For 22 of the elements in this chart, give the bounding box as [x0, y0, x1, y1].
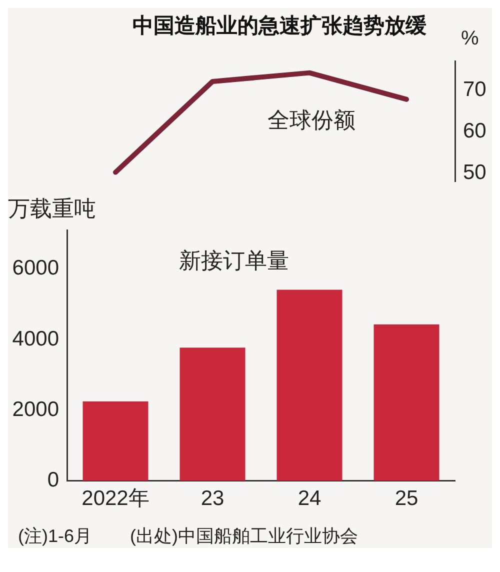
x-tick-label: 24 — [298, 487, 322, 510]
x-tick-label: 2022年 — [82, 487, 150, 510]
y-axis-title: % — [461, 28, 479, 50]
bar — [180, 348, 246, 481]
bar — [82, 401, 148, 481]
x-tick-label: 23 — [200, 487, 224, 510]
text: (出处)中国船舶工业行业协会 — [130, 525, 358, 548]
x-tick-label: 25 — [394, 487, 418, 510]
series-label: 全球份额 — [267, 107, 356, 132]
bar — [276, 290, 342, 481]
y-tick-label: 50 — [463, 160, 486, 184]
bar — [374, 324, 440, 481]
text: 新接订单量 — [178, 248, 289, 274]
y-tick-label: 6000 — [12, 256, 59, 280]
y-tick-label: 4000 — [12, 327, 59, 350]
y-tick-label: 70 — [463, 78, 486, 102]
text: (注)1-6月 — [18, 525, 92, 548]
chart-title: 中国造船业的急速扩张趋势放缓 — [132, 13, 426, 38]
y-tick-label: 0 — [47, 468, 59, 492]
y-tick-label: 2000 — [12, 398, 59, 421]
y-axis-title: 万载重吨 — [8, 196, 96, 222]
y-tick-label: 60 — [463, 119, 486, 142]
